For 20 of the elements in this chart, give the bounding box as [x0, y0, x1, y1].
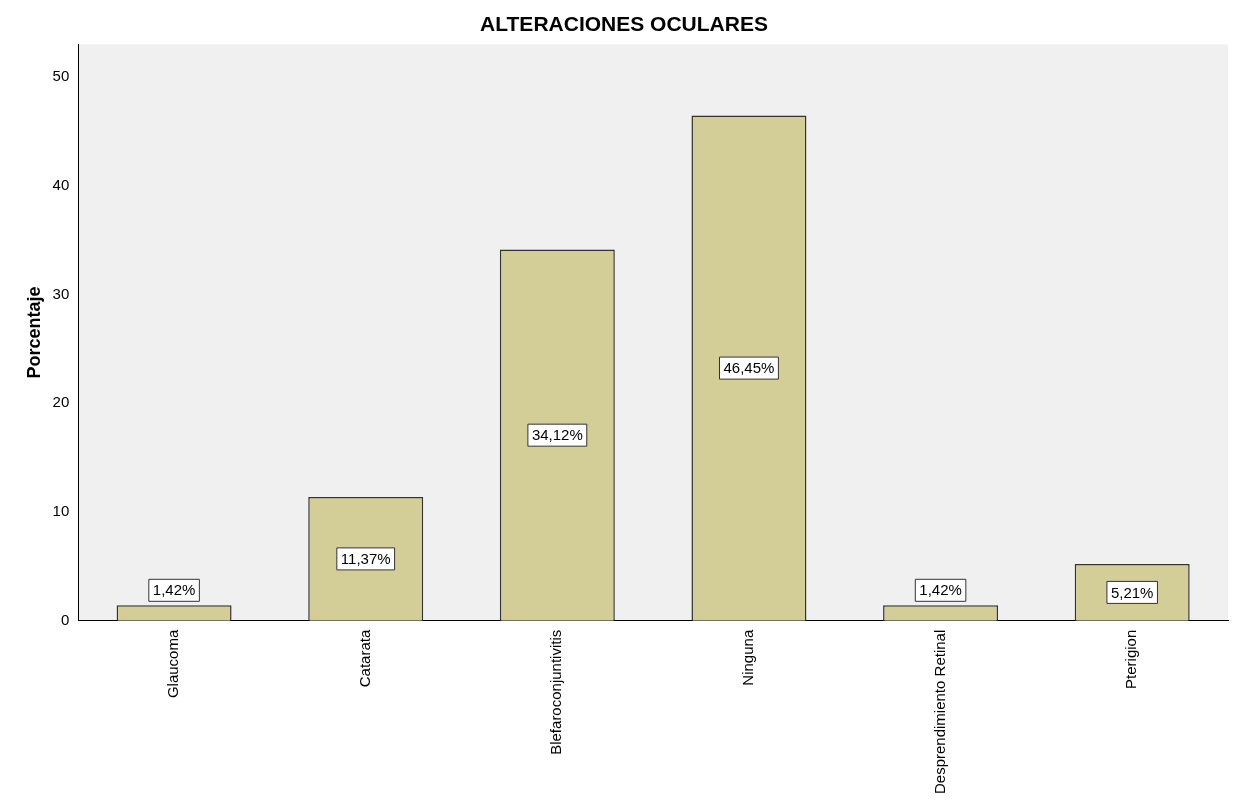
data-label: 11,37%: [340, 550, 391, 568]
y-tick-label: 30: [52, 284, 70, 302]
x-tick-label: Blefaroconjuntivitis: [547, 629, 565, 755]
data-label: 1,42%: [152, 581, 196, 599]
data-label: 46,45%: [723, 359, 775, 377]
chart-title: ALTERACIONES OCULARES: [480, 12, 768, 36]
data-label: 1,42%: [919, 581, 962, 599]
y-tick-label: 0: [60, 610, 70, 628]
x-tick-label: Pterigion: [1122, 629, 1140, 689]
data-label: 34,12%: [531, 426, 583, 444]
data-label: 5,21%: [1110, 583, 1154, 601]
x-tick-label: Glaucoma: [164, 629, 182, 699]
y-tick-label: 20: [52, 393, 70, 411]
y-tick-label: 10: [52, 502, 70, 520]
x-tick-label: Desprendimiento Retinal: [930, 629, 948, 795]
x-tick-label: Ninguna: [739, 629, 757, 686]
y-tick-label: 50: [52, 66, 70, 84]
x-tick-label: Catarata: [355, 629, 373, 688]
y-axis-title: Porcentaje: [23, 286, 44, 379]
y-tick-label: 40: [52, 175, 70, 193]
